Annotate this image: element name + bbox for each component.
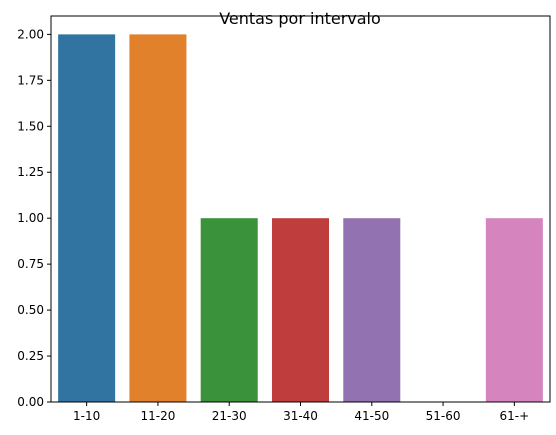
bar-31-40 <box>271 218 330 402</box>
y-tick-label: 1.75 <box>17 73 44 87</box>
x-tick-label: 11-20 <box>140 409 175 423</box>
y-tick-label: 1.00 <box>17 211 44 225</box>
y-tick-label: 1.50 <box>17 119 44 133</box>
y-tick-label: 2.00 <box>17 27 44 41</box>
bars-group <box>58 34 543 402</box>
y-tick-label: 0.75 <box>17 257 44 271</box>
y-tick-label: 0.50 <box>17 303 44 317</box>
bar-21-30 <box>200 218 258 402</box>
y-axis: 0.00 0.25 0.50 0.75 1.00 1.25 1.50 1.75 2.00 <box>17 27 51 409</box>
x-tick-label: 21-30 <box>212 409 247 423</box>
x-tick-label: 51-60 <box>426 409 461 423</box>
x-tick-label: 31-40 <box>283 409 318 423</box>
plot-frame <box>50 15 551 403</box>
x-tick-label: 1-10 <box>73 409 100 423</box>
bar-11-20 <box>129 34 187 402</box>
bar-41-50 <box>343 218 401 402</box>
y-tick-label: 1.25 <box>17 165 44 179</box>
x-tick-label: 41-50 <box>354 409 389 423</box>
x-tick-label: 61-+ <box>500 409 530 423</box>
y-tick-label: 0.25 <box>17 349 44 363</box>
y-tick-label: 0.00 <box>17 395 44 409</box>
bar-1-10 <box>58 34 116 402</box>
x-axis: 1-10 11-20 21-30 31-40 41-50 51-60 61-+ <box>73 402 529 423</box>
chart-title: Ventas por intervalo <box>219 9 381 28</box>
bar-61-+ <box>485 218 543 402</box>
